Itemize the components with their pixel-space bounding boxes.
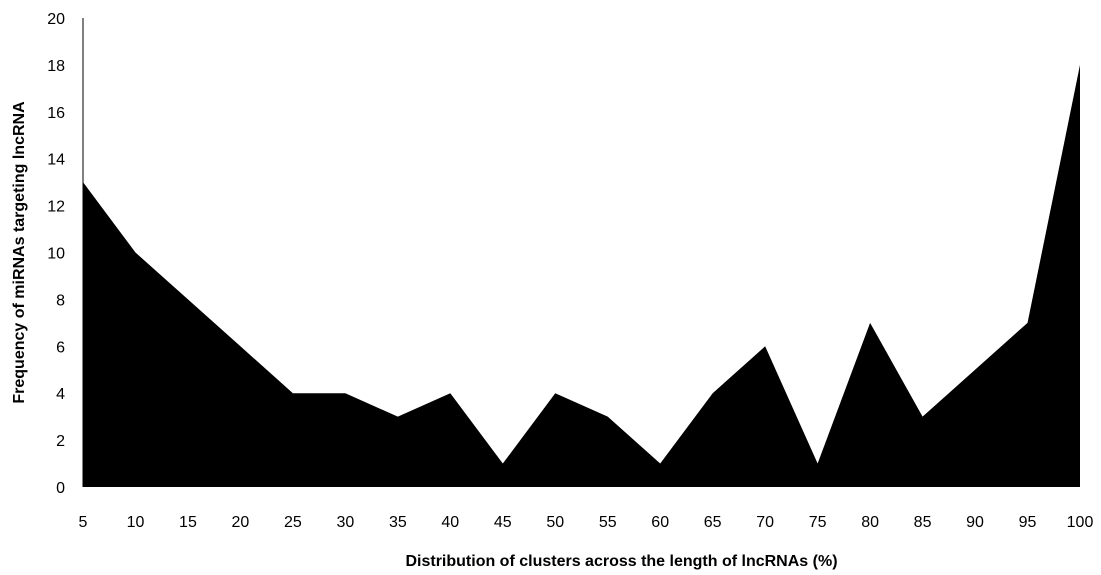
x-tick-label: 5	[79, 514, 88, 531]
x-tick-label: 100	[1067, 514, 1094, 531]
y-tick-label: 4	[56, 386, 65, 403]
x-tick-label: 90	[966, 514, 984, 531]
y-tick-label: 0	[56, 480, 65, 497]
y-tick-label: 2	[56, 433, 65, 450]
y-axis-title: Frequency of miRNAs targeting lncRNA	[11, 101, 28, 404]
x-tick-label: 10	[127, 514, 145, 531]
area-series	[83, 64, 1080, 488]
x-tick-label: 75	[809, 514, 827, 531]
y-tick-label: 6	[56, 339, 65, 356]
x-tick-label: 20	[232, 514, 250, 531]
y-tick-label: 18	[47, 58, 65, 75]
y-axis-ticks: 0 2 4 6 8 10 12 14 16 18 20	[47, 11, 65, 497]
x-tick-label: 25	[284, 514, 302, 531]
x-tick-label: 40	[441, 514, 459, 531]
x-tick-label: 45	[494, 514, 512, 531]
x-tick-label: 30	[336, 514, 354, 531]
x-axis-ticks: 5 10 15 20 25 30 35 40 45 50 55 60 65 70 75 80 85 90 95 100	[79, 514, 1094, 531]
x-tick-label: 65	[704, 514, 722, 531]
x-tick-label: 55	[599, 514, 617, 531]
y-tick-label: 14	[47, 152, 65, 169]
x-tick-label: 85	[914, 514, 932, 531]
x-tick-label: 80	[861, 514, 879, 531]
x-tick-label: 60	[651, 514, 669, 531]
x-tick-label: 70	[756, 514, 774, 531]
x-axis-title: Distribution of clusters across the leng…	[405, 553, 837, 570]
y-tick-label: 8	[56, 292, 65, 309]
x-tick-label: 95	[1019, 514, 1037, 531]
x-tick-label: 15	[179, 514, 197, 531]
y-tick-label: 12	[47, 199, 65, 216]
y-tick-label: 10	[47, 246, 65, 263]
y-tick-label: 20	[47, 11, 65, 28]
y-tick-label: 16	[47, 105, 65, 122]
x-tick-label: 35	[389, 514, 407, 531]
x-tick-label: 50	[546, 514, 564, 531]
